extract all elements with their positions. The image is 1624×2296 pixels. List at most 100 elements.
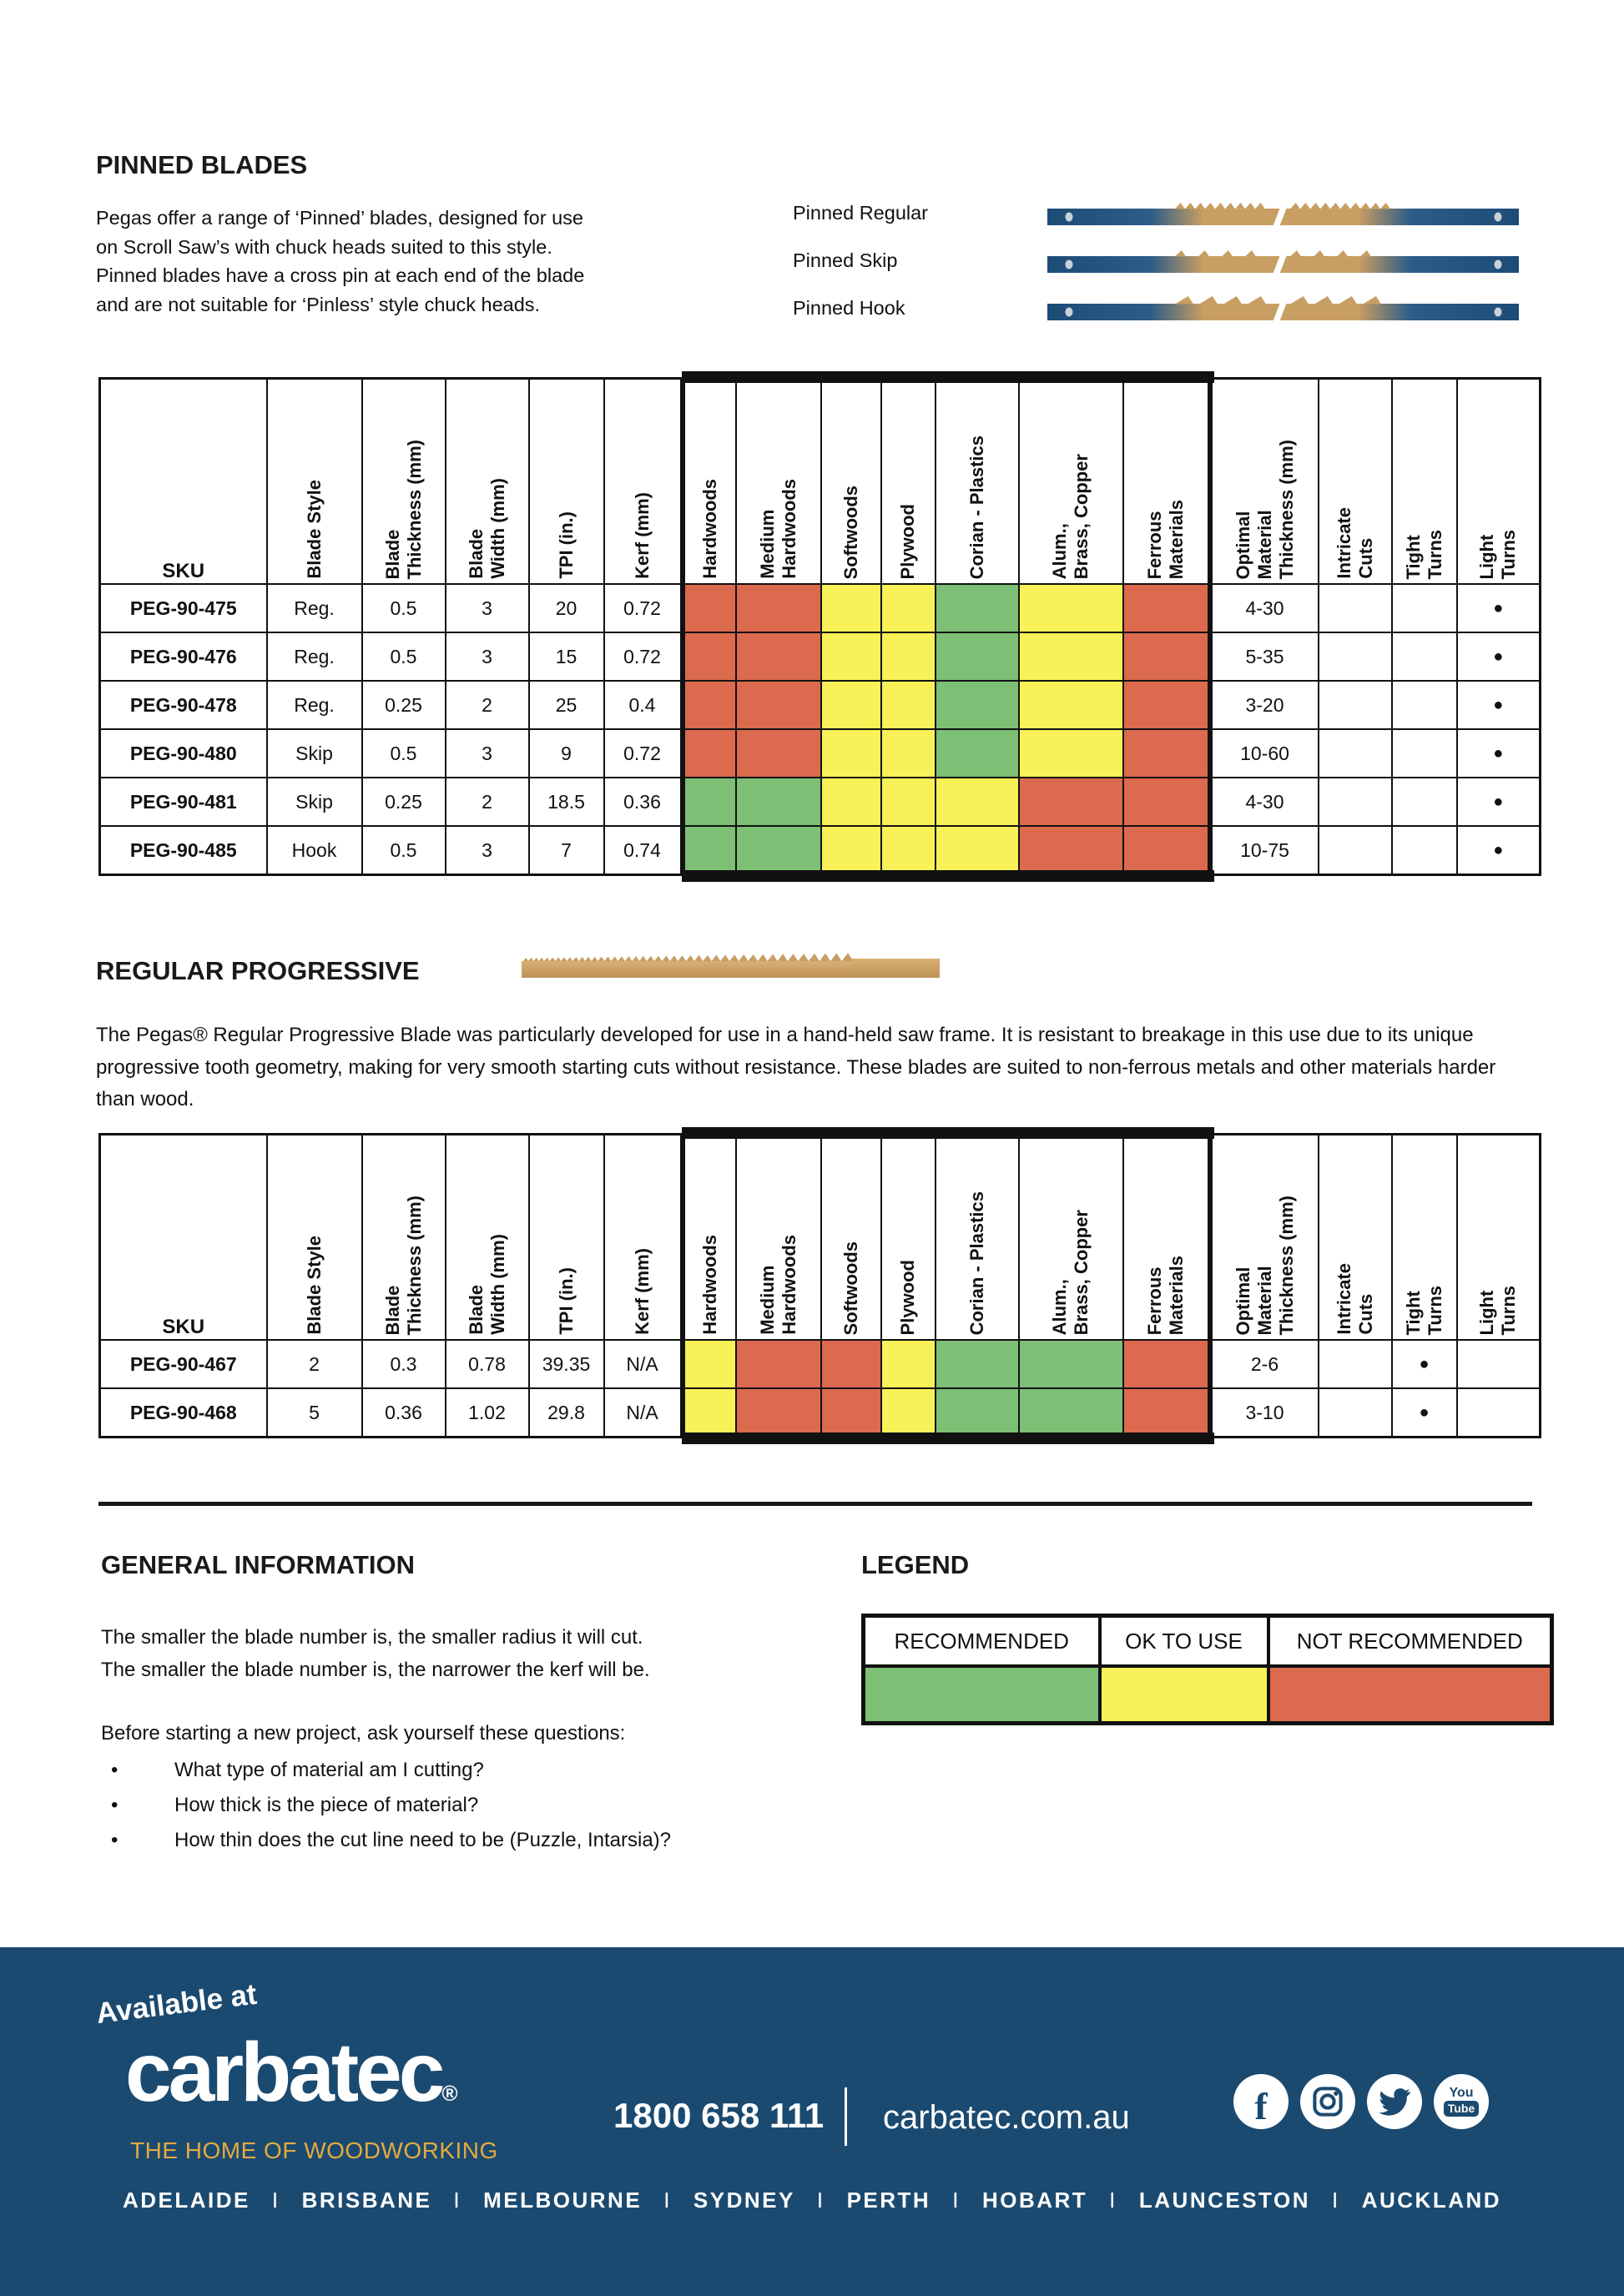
column-header: Light Turns [1455,1133,1541,1341]
empty-mark-cell [1390,583,1458,633]
rating-cell-nr [679,632,737,682]
value-cell: 2 [444,777,530,827]
rating-cell-ok [880,583,936,633]
blade-style-label: Pinned Hook [793,296,905,319]
website-url: carbatec.com.au [883,2099,1130,2136]
available-at-label: Available at [94,1977,259,2031]
footer: Available at carbatec® THE HOME OF WOODW… [0,1947,1624,2296]
rating-cell-ok [934,777,1020,827]
rating-cell-nr [734,680,822,730]
column-header: Intricate Cuts [1317,377,1393,585]
sku-cell: PEG-90-485 [98,825,268,876]
blade-spec-table: SKU Blade Style Blade Thickness (mm) Blade … [98,377,1541,876]
empty-mark-cell [1317,680,1393,730]
rating-zone-border-bottom [682,1432,1214,1444]
column-header-sku: SKU [98,377,268,585]
dot-mark-cell: ● [1455,632,1541,682]
legend-label-rec: RECOMMENDED [861,1614,1102,1668]
dot-mark-cell: ● [1455,728,1541,778]
general-information-section: GENERAL INFORMATION The smaller the blad… [101,1550,856,1858]
value-cell: 18.5 [527,777,605,827]
social-icons: f You Tube [1233,2074,1489,2129]
value-cell: 0.36 [603,777,683,827]
rating-cell-nr [734,1339,822,1389]
city-separator: I [663,2188,672,2213]
rating-cell-rec [734,825,822,876]
column-header: TPI (in.) [527,377,605,585]
column-header: Optimal Material Thickness (mm) [1208,377,1319,585]
value-cell: 7 [527,825,605,876]
hook-blade-image [1047,294,1519,322]
value-cell: 3 [444,583,530,633]
sku-cell: PEG-90-475 [98,583,268,633]
city-separator: I [1109,2188,1117,2213]
column-header: Blade Width (mm) [444,1133,530,1341]
rating-zone-border-top [682,1127,1214,1139]
rating-zone-border-top [682,371,1214,383]
rating-cell-rec [934,1339,1020,1389]
column-header: TPI (in.) [527,1133,605,1341]
column-header: Corian - Plastics [934,377,1020,585]
progressive-description: The Pegas® Regular Progressive Blade was… [96,1024,1496,1110]
youtube-icon: You Tube [1434,2074,1489,2129]
sku-cell: PEG-90-481 [98,777,268,827]
value-cell: 20 [527,583,605,633]
table-row: PEG-90-467 2 0.3 0.78 39.35 N/A 2-6 ● [98,1339,1541,1389]
dot-mark-cell: ● [1390,1387,1458,1438]
column-header: Ferrous Materials [1122,377,1213,585]
column-header: Tight Turns [1390,1133,1458,1341]
column-header: Optimal Material Thickness (mm) [1208,1133,1319,1341]
legend-swatch-rec [861,1664,1102,1725]
value-cell: 29.8 [527,1387,605,1438]
optimal-thickness-cell: 10-75 [1208,825,1319,876]
rating-cell-ok [1017,632,1124,682]
legend-section: LEGEND RECOMMENDED OK TO USE NOT RECOMMEND… [861,1550,1554,1725]
blade-style-label: Pinned Regular [793,201,928,224]
rating-cell-ok [880,680,936,730]
value-cell: 3 [444,728,530,778]
rating-cell-nr [1122,825,1213,876]
city-separator: I [816,2188,825,2213]
city-separator: I [952,2188,961,2213]
skip-blade-image [1047,246,1519,274]
legend-heading: LEGEND [861,1550,970,1579]
value-cell: 0.36 [361,1387,446,1438]
rating-zone-border-bottom [682,870,1214,882]
legend-swatch-nr [1266,1664,1554,1725]
rating-cell-nr [1122,728,1213,778]
dot-mark-cell: ● [1455,680,1541,730]
legend-swatch-ok [1097,1664,1270,1725]
value-cell: 0.4 [603,680,683,730]
column-header-sku: SKU [98,1133,268,1341]
regular-progressive-header-row: REGULAR PROGRESSIVE [96,953,941,986]
rating-cell-rec [934,632,1020,682]
rating-cell-rec [1017,1387,1124,1438]
value-cell: Reg. [265,632,363,682]
city-separator: I [1331,2188,1340,2213]
pinned-blade-figures: Pinned Regular Pinned Skip Pinned Hook [793,199,1523,322]
rating-cell-rec [679,825,737,876]
rating-cell-rec [734,777,822,827]
optimal-thickness-cell: 4-30 [1208,583,1319,633]
rating-cell-nr [679,728,737,778]
legend-label-nr: NOT RECOMMENDED [1266,1614,1554,1668]
city-separator: I [453,2188,462,2213]
rating-cell-nr [820,1387,882,1438]
empty-mark-cell [1455,1387,1541,1438]
column-header: Ferrous Materials [1122,1133,1213,1341]
footer-cities: ADELAIDE I BRISBANE I MELBOURNE I SYDNEY I PERTH… [0,2188,1624,2213]
column-header: Softwoods [820,377,882,585]
value-cell: 0.5 [361,728,446,778]
column-header: Hardwoods [679,377,737,585]
value-cell: 0.72 [603,632,683,682]
regular-blade-image [1047,199,1519,227]
carbatec-logo-text: carbatec [125,2026,445,2119]
rating-cell-ok [880,632,936,682]
dot-mark-cell: ● [1455,825,1541,876]
value-cell: 0.78 [444,1339,530,1389]
optimal-thickness-cell: 4-30 [1208,777,1319,827]
general-question-intro: Before starting a new project, ask yours… [101,1722,626,1745]
optimal-thickness-cell: 3-20 [1208,680,1319,730]
column-header: Intricate Cuts [1317,1133,1393,1341]
regular-progressive-heading: REGULAR PROGRESSIVE [96,956,420,985]
